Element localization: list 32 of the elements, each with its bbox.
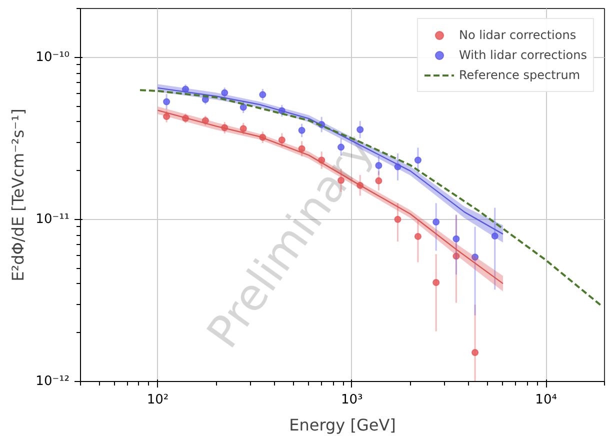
point — [394, 216, 402, 223]
point — [163, 113, 170, 120]
point — [221, 89, 228, 96]
point — [259, 91, 266, 98]
point — [414, 232, 422, 240]
point — [472, 254, 479, 261]
point — [375, 162, 382, 170]
point — [491, 232, 498, 240]
x-axis-title: Energy [GeV] — [289, 416, 396, 434]
point — [163, 98, 170, 106]
x-tick-label: 10³ — [341, 392, 363, 408]
point — [375, 177, 382, 184]
point — [432, 218, 440, 226]
point — [452, 235, 460, 242]
point — [298, 126, 306, 134]
legend-label: Reference spectrum — [459, 68, 580, 82]
legend-label: No lidar corrections — [459, 28, 576, 42]
legend-label: With lidar corrections — [459, 48, 587, 62]
point — [472, 348, 479, 356]
y-axis-title: E²dΦ/dE [TeVcm⁻²s⁻¹] — [8, 108, 28, 282]
point — [414, 156, 422, 164]
y-tick-label: 10⁻¹⁰ — [36, 50, 70, 65]
point — [452, 252, 460, 260]
point — [202, 96, 209, 104]
point — [432, 279, 440, 286]
x-tick-label: 10⁴ — [535, 392, 557, 408]
x-tick-label: 10² — [146, 392, 169, 408]
point — [356, 126, 364, 134]
y-tick-label: 10⁻¹¹ — [36, 212, 70, 227]
point — [240, 104, 247, 111]
y-tick-label: 10⁻¹² — [36, 374, 70, 389]
point — [240, 125, 247, 132]
